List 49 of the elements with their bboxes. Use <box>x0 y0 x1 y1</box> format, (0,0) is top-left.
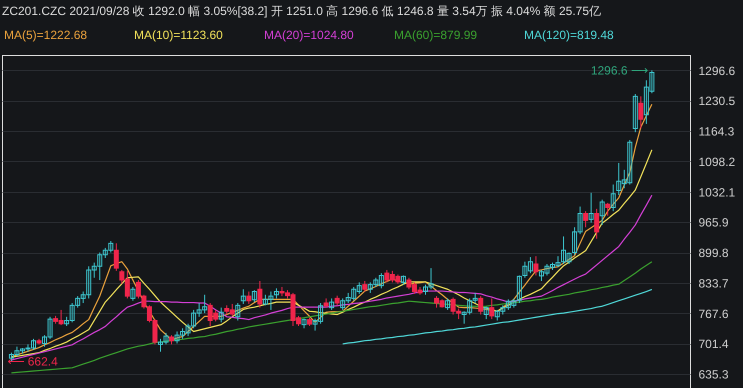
candlestick <box>246 291 252 304</box>
candlestick <box>583 210 588 228</box>
candlestick <box>594 208 600 240</box>
y-tick-label: 635.3 <box>698 368 729 382</box>
candlestick <box>484 306 489 320</box>
y-tick-label: 1296.6 <box>698 64 736 78</box>
chart-title: ZC201.CZC 2021/09/28 收 1292.0 幅 3.05%[38.2] 开 1251.0 高 1296.6 低 1246.8 量 3.54万 振 4.04% 额 25.75亿 <box>2 4 602 18</box>
candlestick <box>638 96 644 129</box>
line-series <box>342 288 652 345</box>
y-tick-label: 1098.2 <box>698 154 736 169</box>
y-tick-label: 767.6 <box>698 306 729 321</box>
candlestick <box>600 199 605 226</box>
candlestick <box>274 288 279 299</box>
candlestick <box>169 334 174 345</box>
candlestick <box>478 296 484 316</box>
candlestick <box>252 290 257 303</box>
candlestick <box>240 288 246 304</box>
y-tick-label: 1230.5 <box>698 94 736 108</box>
text: MA(60)=879.99 <box>394 28 478 42</box>
text: MA(120)=819.48 <box>524 28 614 42</box>
y-tick-label: 965.9 <box>698 216 729 230</box>
candlestick <box>605 202 610 216</box>
text: MA(20)=1024.80 <box>264 28 354 42</box>
candlestick <box>218 307 224 323</box>
candlestick <box>334 295 340 306</box>
candlestick <box>362 280 368 292</box>
text: MA(10)=1123.60 <box>134 28 224 42</box>
candlestick <box>445 298 450 310</box>
candlestick <box>610 184 616 212</box>
candlestick <box>632 94 638 133</box>
candlestick <box>588 192 594 224</box>
candlestick <box>302 318 307 329</box>
annotation: ⟵ 662.4 <box>7 354 58 369</box>
candlestick <box>114 242 119 272</box>
y-tick-label: 833.7 <box>698 276 729 290</box>
y-tick-label: 899.8 <box>698 246 729 260</box>
candlestick <box>489 298 494 320</box>
candlestick <box>257 280 262 308</box>
y-tick-label: 1164.3 <box>698 124 735 139</box>
candlestick <box>130 286 136 302</box>
candlestick <box>324 298 329 308</box>
text: MA(5)=1222.68 <box>4 28 88 42</box>
annotation: 1296.6 ⟶ <box>590 63 648 78</box>
candlestick <box>400 274 406 286</box>
y-tick-label: 701.4 <box>698 337 729 352</box>
candlestick <box>533 256 538 276</box>
candlestick <box>329 298 334 310</box>
candlestick <box>235 302 240 321</box>
y-tick-label: 1032.1 <box>698 185 736 200</box>
